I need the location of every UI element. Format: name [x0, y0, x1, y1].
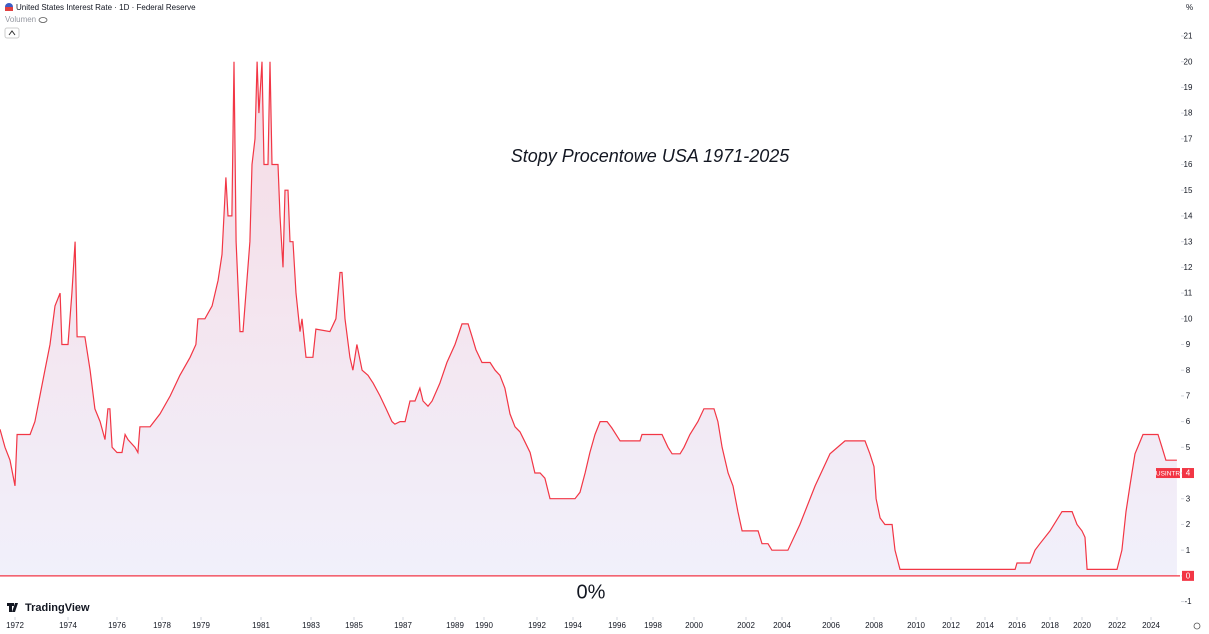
x-tick-label: 1987 — [394, 621, 412, 630]
x-tick-label: 2014 — [976, 621, 994, 630]
line — [0, 61, 1177, 570]
x-tick-label: 2018 — [1041, 621, 1059, 630]
y-tick-label: 2 — [1186, 520, 1191, 529]
x-tick-label: 2008 — [865, 621, 883, 630]
x-tick-label: 1979 — [192, 621, 210, 630]
y-tick-label: 15 — [1184, 186, 1193, 195]
y-tick-label: 17 — [1184, 134, 1193, 143]
price-tag-value: 4 — [1186, 469, 1191, 478]
x-tick-label: 1989 — [446, 621, 464, 630]
x-tick-label: 1981 — [252, 621, 270, 630]
branding: TradingView — [7, 602, 90, 614]
y-tick-label: 19 — [1184, 83, 1193, 92]
y-tick-label: 12 — [1184, 263, 1193, 272]
x-tick-label: 1996 — [608, 621, 626, 630]
x-tick-label: 1972 — [6, 621, 24, 630]
y-tick-label: 14 — [1184, 212, 1193, 221]
y-tick-label: -1 — [1184, 597, 1192, 606]
chart-title: United States Interest Rate · 1D · Feder… — [16, 3, 196, 12]
y-tick-label: 7 — [1186, 392, 1191, 401]
header: United States Interest Rate · 1D · Feder… — [4, 3, 196, 39]
x-tick-label: 2020 — [1073, 621, 1091, 630]
x-tick-label: 1974 — [59, 621, 77, 630]
x-tick-label: 1983 — [302, 621, 320, 630]
y-tick-label: 13 — [1184, 237, 1193, 246]
x-tick-label: 2016 — [1008, 621, 1026, 630]
x-tick-label: 2012 — [942, 621, 960, 630]
collapse-button[interactable] — [4, 27, 20, 39]
x-tick-label: 1998 — [644, 621, 662, 630]
y-tick-label: 6 — [1186, 417, 1191, 426]
y-unit: % — [1186, 3, 1193, 12]
y-tick-label: 11 — [1184, 289, 1193, 298]
y-tick-label: 16 — [1184, 160, 1193, 169]
indicator-label: Volumen — [5, 15, 36, 24]
collapse-icon — [8, 30, 16, 36]
y-tick-label: 1 — [1186, 546, 1191, 555]
brand-name: TradingView — [25, 602, 90, 614]
x-tick-label: 2000 — [685, 621, 703, 630]
flag-stripe — [5, 7, 13, 11]
x-tick-label: 2022 — [1108, 621, 1126, 630]
x-tick-label: 1976 — [108, 621, 126, 630]
eye-icon[interactable] — [38, 17, 48, 23]
x-tick-label: 1994 — [564, 621, 582, 630]
y-tick-label: 21 — [1184, 32, 1193, 41]
x-tick-label: 1978 — [153, 621, 171, 630]
x-tick-label: 1992 — [528, 621, 546, 630]
x-tick-label: 2004 — [773, 621, 791, 630]
y-tick-label: 0 — [1186, 571, 1191, 580]
y-tick-label: 5 — [1186, 443, 1191, 452]
y-tick-label: 10 — [1184, 314, 1193, 323]
y-tick-label: 18 — [1184, 109, 1193, 118]
y-tick-label: 8 — [1186, 366, 1191, 375]
logo-mark — [7, 603, 18, 612]
x-tick-label: 2024 — [1142, 621, 1160, 630]
annotation: 0% — [577, 581, 606, 603]
x-tick-label: 2002 — [737, 621, 755, 630]
x-tick-label: 2006 — [822, 621, 840, 630]
price-tag-symbol: USINTR — [1156, 470, 1181, 477]
area — [0, 61, 1177, 576]
x-tick-label: 2010 — [907, 621, 925, 630]
x-tick-label: 1985 — [345, 621, 363, 630]
annotation: Stopy Procentowe USA 1971-2025 — [511, 146, 790, 166]
settings-icon[interactable] — [1193, 622, 1201, 630]
price-tag-box — [1156, 468, 1180, 479]
y-tick-highlight — [1182, 570, 1194, 581]
y-tick-label: 3 — [1186, 494, 1191, 503]
y-tick-label: 9 — [1186, 340, 1191, 349]
y-tick-label: 20 — [1184, 57, 1193, 66]
x-tick-label: 1990 — [475, 621, 493, 630]
price-tag-value-box — [1182, 468, 1194, 479]
